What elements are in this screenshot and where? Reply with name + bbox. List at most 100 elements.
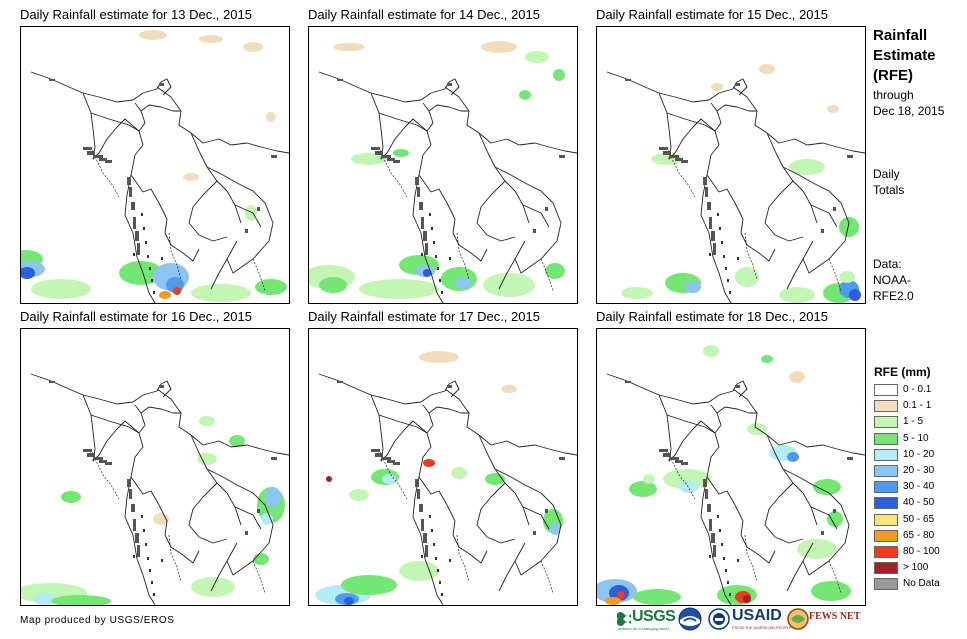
map-graphic <box>597 27 865 303</box>
no-data-area <box>133 217 136 229</box>
no-data-area <box>421 217 424 229</box>
no-data-area <box>415 479 419 487</box>
legend-title: RFE (mm) <box>874 365 931 379</box>
country-border <box>230 142 289 154</box>
no-data-area <box>99 460 107 463</box>
rainfall-area <box>779 287 815 303</box>
rainfall-area <box>393 149 409 157</box>
rainfall-map <box>20 328 290 606</box>
rainfall-area <box>703 345 719 357</box>
legend-label: 10 - 20 <box>903 448 935 460</box>
coastline <box>666 448 696 500</box>
legend-item: 0 - 0.1 <box>874 382 964 398</box>
country-border <box>404 420 428 434</box>
rainfall-map <box>596 328 866 606</box>
island-mark <box>431 227 433 230</box>
country-border <box>148 594 156 605</box>
no-data-area <box>83 147 92 150</box>
country-border <box>518 444 577 456</box>
map-credit: Map produced by USGS/EROS <box>20 615 175 626</box>
map-panel-13-dec: Daily Rainfall estimate for 13 Dec., 201… <box>20 6 290 306</box>
rainfall-area <box>423 269 431 277</box>
no-data-area <box>711 533 715 543</box>
no-data-area <box>131 504 135 512</box>
coastline <box>744 534 758 582</box>
legend-label: 0 - 0.1 <box>903 384 932 395</box>
island-mark <box>429 515 431 518</box>
island-mark <box>709 253 711 256</box>
no-data-area <box>847 155 853 158</box>
country-border <box>806 444 865 456</box>
country-border <box>404 118 428 132</box>
island-mark <box>153 593 155 596</box>
rainfall-map <box>308 328 578 606</box>
map-graphic <box>309 27 577 303</box>
no-data-area <box>711 231 715 241</box>
country-border <box>378 112 406 160</box>
rainfall-area <box>191 284 251 302</box>
rainfall-area <box>839 271 855 283</box>
partner-logos: USGS science for a changing world USAID … <box>617 607 867 635</box>
rainfall-area <box>827 105 839 113</box>
island-mark <box>141 515 143 518</box>
island-mark <box>143 227 145 230</box>
country-border <box>124 174 150 294</box>
island-mark <box>151 279 153 282</box>
no-data-area <box>713 545 716 557</box>
country-border <box>606 373 734 405</box>
no-data-area <box>659 147 668 150</box>
map-background <box>597 329 865 605</box>
no-data-area <box>709 217 712 229</box>
legend-swatch <box>874 545 898 558</box>
coastline <box>378 448 408 500</box>
coastline <box>168 232 182 280</box>
no-data-area <box>159 83 164 86</box>
coastline <box>744 232 758 280</box>
country-border <box>230 444 289 456</box>
country-border <box>476 180 516 242</box>
legend-item: 5 - 10 <box>874 431 964 447</box>
island-mark <box>433 241 435 244</box>
island-mark <box>719 227 721 230</box>
period-label: Daily Totals <box>873 166 904 198</box>
no-data-area <box>245 531 248 535</box>
country-border <box>782 468 850 576</box>
country-border <box>156 388 232 448</box>
legend-label: 30 - 40 <box>903 481 935 493</box>
island-mark <box>149 569 151 572</box>
country-border <box>436 594 444 605</box>
island-mark <box>725 569 727 572</box>
rainfall-area <box>759 64 775 74</box>
no-data-area <box>371 147 380 150</box>
rainfall-area <box>319 277 347 293</box>
rainfall-area <box>341 575 397 595</box>
legend-swatch <box>874 464 898 477</box>
island-mark <box>439 279 441 282</box>
no-data-area <box>159 385 164 388</box>
fewsnet-globe-icon <box>787 608 809 630</box>
legend-label: 50 - 65 <box>903 513 935 525</box>
legend: 0 - 0.1 0.1 - 1 1 - 5 5 - 10 10 - 20 20 - 30 3… <box>874 382 964 592</box>
country-border <box>444 86 520 146</box>
no-data-area <box>131 202 135 210</box>
coastline <box>168 534 182 582</box>
legend-label: No Data <box>903 578 940 590</box>
coastline <box>90 146 120 198</box>
through-text: through <box>873 88 914 102</box>
country-border <box>786 560 804 592</box>
island-mark <box>149 267 151 270</box>
no-data-area <box>129 489 132 499</box>
legend-swatch <box>874 432 898 445</box>
usaid-text: USAID <box>732 607 782 624</box>
panel-title: Daily Rainfall estimate for 16 Dec., 201… <box>20 309 252 324</box>
country-border <box>666 414 694 462</box>
no-data-area <box>99 158 107 161</box>
no-data-area <box>447 385 452 388</box>
through-label: through Dec 18, 2015 <box>873 87 944 119</box>
legend-label: > 100 <box>903 562 929 574</box>
country-border <box>806 142 865 154</box>
island-mark <box>145 543 147 546</box>
rainfall-area <box>743 595 751 603</box>
country-border <box>692 118 716 132</box>
no-data-area <box>137 243 140 255</box>
